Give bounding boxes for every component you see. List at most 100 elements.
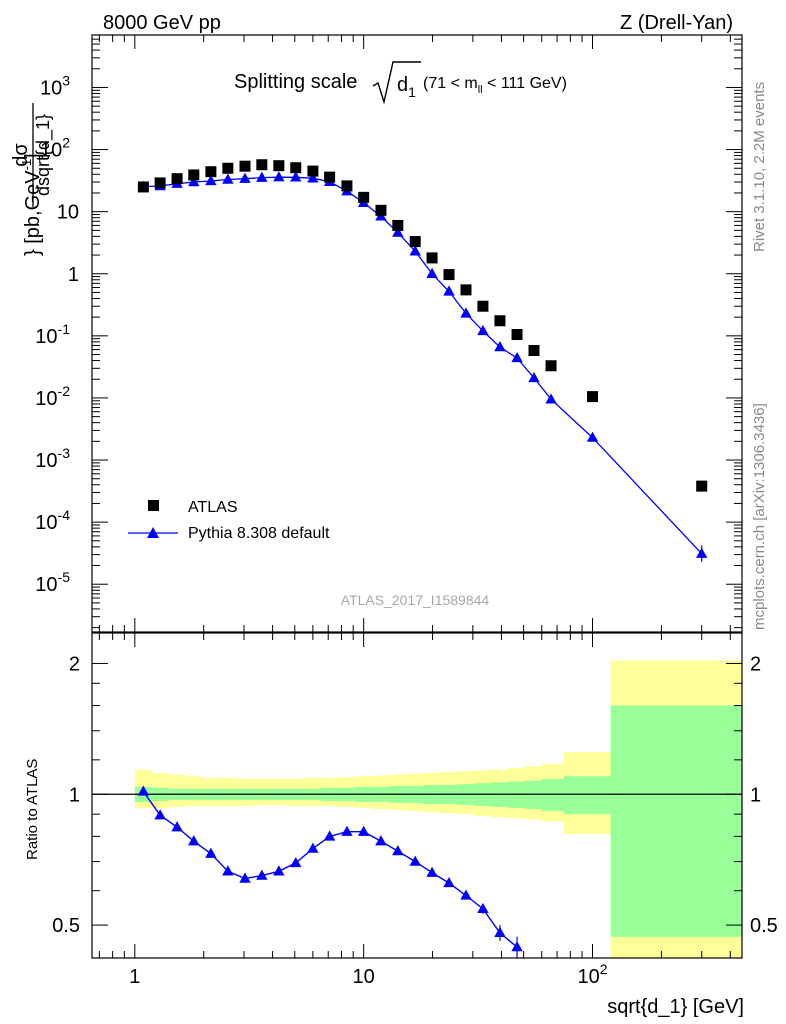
band-inner-bin: [563, 776, 612, 815]
data-point: [256, 159, 268, 171]
sqrt-symbol-icon: [372, 61, 421, 105]
mc-point: [290, 171, 302, 182]
mc-point: [188, 176, 200, 187]
data-point: [587, 391, 599, 403]
legend-label-mc: Pythia 8.308 default: [188, 525, 330, 542]
data-point: [290, 162, 302, 174]
legend-marker-atlas: [148, 500, 159, 511]
data-point: [375, 204, 387, 216]
ratio-mc-point: [239, 872, 251, 883]
mc-point: [409, 245, 421, 256]
mc-point: [545, 393, 557, 404]
y-axis-unit: } [pb,GeV-1]: [19, 153, 44, 256]
data-point: [324, 171, 336, 183]
ratio-mc-line: [142, 791, 518, 948]
ratio-mc-point: [460, 889, 472, 900]
main-series-marks: [137, 159, 708, 562]
plot-title: Splitting scale: [234, 71, 357, 93]
watermark: ATLAS_2017_I1589844: [341, 592, 490, 608]
ratio-mc-point: [443, 876, 455, 888]
mc-line: [143, 176, 703, 555]
mc-point: [392, 226, 404, 237]
data-point: [545, 360, 557, 372]
data-point: [426, 252, 438, 264]
plot-title-range-sub: ll: [478, 84, 483, 96]
mc-point: [307, 172, 319, 183]
ratio-mc-point: [477, 902, 489, 914]
data-point: [511, 329, 523, 341]
ratio-y-tick-label-right: 2: [750, 653, 761, 675]
ratio-uncertainty-bands: [134, 660, 743, 958]
ratio-y-tick-label-left: 2: [69, 653, 80, 675]
mc-point: [443, 285, 455, 296]
side-label-rivet: Rivet 3.1.10, 2.2M events: [751, 81, 768, 252]
ratio-mc-point: [357, 825, 370, 836]
band-inner-bin: [541, 778, 565, 812]
x-tick-label: 1: [129, 966, 140, 988]
y-tick-label: 103: [40, 72, 70, 99]
ratio-mc-point: [273, 865, 285, 876]
legend-marker-mc: [147, 527, 159, 538]
data-point: [528, 345, 540, 357]
ratio-mc-point: [290, 856, 302, 868]
data-point: [341, 180, 353, 192]
mc-point: [511, 351, 523, 363]
mc-point: [239, 172, 251, 183]
band-inner-bin: [610, 705, 743, 937]
mc-point: [696, 547, 708, 558]
mc-point: [256, 171, 268, 182]
y-tick-label: 10-4: [35, 507, 70, 534]
y-axis-label: dσ dsqrt{d_1}: [10, 103, 54, 207]
x-tick-label: 102: [577, 961, 607, 988]
y-tick-label: 10-3: [35, 445, 70, 472]
ratio-mc-point: [409, 855, 421, 866]
ratio-mc-point: [375, 835, 387, 846]
ratio-mc-point: [171, 821, 183, 832]
legend: ATLAS Pythia 8.308 default: [128, 499, 330, 542]
data-point: [307, 165, 319, 177]
x-axis-label: sqrt{d_1} [GeV]: [607, 996, 744, 1018]
ratio-mc-point: [154, 809, 166, 820]
ratio-mc-point: [188, 835, 200, 846]
x-tick-label: 10: [353, 966, 375, 988]
ratio-mc-point: [256, 869, 268, 880]
ratio-mc-point: [511, 941, 523, 952]
ratio-mc-point: [222, 865, 234, 876]
mc-point: [426, 267, 438, 278]
y-tick-label: 1: [68, 264, 79, 286]
plot-title-sqrt-arg: d1: [397, 74, 416, 100]
plot-frames: [91, 34, 743, 959]
mc-point: [205, 174, 217, 186]
y-label-denominator: dsqrt{d_1}: [33, 114, 54, 196]
data-point: [171, 173, 183, 185]
ratio-y-label: Ratio to ATLAS: [24, 759, 41, 860]
mc-point: [528, 371, 540, 383]
ratio-mc-point: [137, 785, 150, 796]
mc-point: [460, 307, 472, 318]
ratio-mc-point: [494, 926, 506, 937]
header-right: Z (Drell-Yan): [620, 12, 733, 34]
data-point: [443, 269, 455, 281]
y-label-numerator: dσ: [10, 143, 32, 167]
ratio-frame: [91, 632, 743, 959]
plot-title-range: (71 < mll < 111 GeV): [423, 75, 567, 96]
mc-point: [273, 171, 285, 182]
y-tick-label: 102: [40, 135, 70, 162]
ratio-y-tick-label-left: 0.5: [52, 915, 80, 937]
data-point: [392, 219, 404, 231]
ratio-mc-point: [307, 842, 319, 853]
ratio-mc-point: [323, 830, 336, 841]
data-point: [205, 166, 217, 178]
legend-label-atlas: ATLAS: [188, 499, 238, 516]
axis-tick-labels: 10-5 10-4 10-3 10-2 10-1 1 10 102 103 0.5 0.5 1 1 2 2 1…: [35, 72, 778, 988]
data-point: [137, 181, 149, 193]
y-tick-label: 10-5: [35, 569, 70, 596]
mc-point: [222, 173, 234, 184]
data-point: [477, 300, 489, 312]
data-point: [409, 236, 421, 248]
main-frame: [91, 34, 743, 633]
ratio-mc-point: [341, 825, 353, 836]
plot-title-main: Splitting scale: [234, 71, 357, 93]
mc-point: [494, 341, 506, 352]
